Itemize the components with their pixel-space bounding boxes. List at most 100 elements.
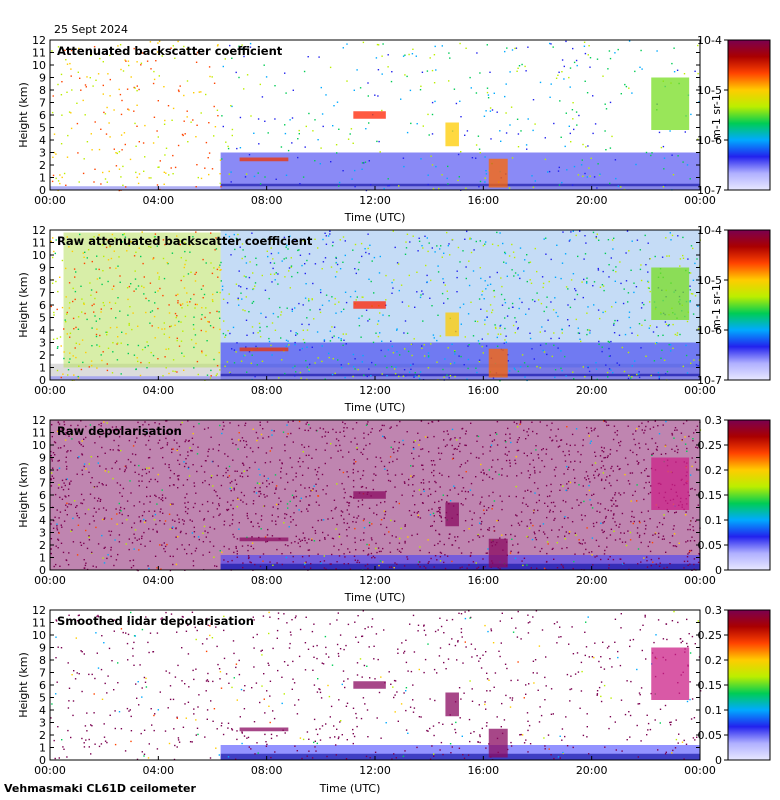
x-tick-label: 04:00 — [142, 574, 174, 587]
x-tick-label: 00:00 — [34, 764, 66, 777]
colorbar-tick-label: 0.15 — [698, 679, 723, 692]
y-tick-label: 5 — [39, 122, 46, 135]
x-axis-label: Time (UTC) — [344, 591, 406, 604]
y-tick-label: 4 — [39, 134, 46, 147]
colorbar-tick-label: 10-5 — [697, 84, 722, 97]
y-tick-label: 6 — [39, 679, 46, 692]
y-tick-label: 12 — [32, 34, 46, 47]
colorbar-scale — [727, 419, 771, 571]
y-tick-label: 2 — [39, 729, 46, 742]
y-tick-label: 5 — [39, 692, 46, 705]
y-tick-label: 1 — [39, 552, 46, 565]
y-axis-label: Height (km) — [17, 652, 30, 718]
y-tick-label: 8 — [39, 654, 46, 667]
y-tick-label: 11 — [32, 617, 46, 630]
y-tick-label: 4 — [39, 704, 46, 717]
date-label: 25 Sept 2024 — [54, 23, 128, 36]
colorbar-tick-label: 10-5 — [697, 274, 722, 287]
y-tick-label: 2 — [39, 539, 46, 552]
colorbar-tick-label: 0.25 — [698, 629, 723, 642]
colorbar-tick-label: 10-7 — [697, 184, 722, 197]
y-tick-label: 0 — [39, 564, 46, 577]
x-tick-label: 04:00 — [142, 194, 174, 207]
y-tick-label: 10 — [32, 629, 46, 642]
y-tick-label: 1 — [39, 362, 46, 375]
y-tick-label: 0 — [39, 374, 46, 387]
y-tick-label: 0 — [39, 184, 46, 197]
y-tick-label: 10 — [32, 59, 46, 72]
y-tick-label: 3 — [39, 337, 46, 350]
colorbar-tick-label: 0.05 — [698, 539, 723, 552]
colorbar-scale — [727, 229, 771, 381]
colorbar-tick-label: 0.2 — [705, 464, 723, 477]
panel-2: Raw attenuated backscatter coefficient01… — [17, 224, 771, 414]
panel-title: Raw attenuated backscatter coefficient — [57, 234, 313, 248]
x-tick-label: 16:00 — [467, 574, 499, 587]
y-tick-label: 2 — [39, 159, 46, 172]
y-tick-label: 10 — [32, 439, 46, 452]
x-tick-label: 20:00 — [576, 574, 608, 587]
y-tick-label: 2 — [39, 349, 46, 362]
colorbar-unit-label: m-1 sr-1 — [710, 94, 723, 140]
colorbar-tick-label: 0.3 — [705, 414, 723, 427]
y-tick-label: 12 — [32, 224, 46, 237]
y-tick-label: 1 — [39, 172, 46, 185]
y-tick-label: 7 — [39, 97, 46, 110]
colorbar: 10-7 10-6 10-5 10-4 m-1 sr-1 — [697, 224, 771, 387]
y-tick-label: 0 — [39, 754, 46, 767]
y-tick-label: 8 — [39, 464, 46, 477]
x-tick-label: 00:00 — [684, 764, 716, 777]
x-tick-label: 00:00 — [684, 574, 716, 587]
x-tick-label: 00:00 — [684, 384, 716, 397]
colorbar-tick-label: 0 — [715, 564, 722, 577]
colorbar-tick-label: 0 — [715, 754, 722, 767]
x-tick-label: 16:00 — [467, 194, 499, 207]
colorbar-scale — [727, 39, 771, 191]
x-tick-label: 12:00 — [359, 574, 391, 587]
y-tick-label: 12 — [32, 414, 46, 427]
colorbar: 0 0.05 0.1 0.15 0.2 0.25 0.3 — [698, 414, 771, 577]
y-tick-label: 11 — [32, 427, 46, 440]
instrument-label: Vehmasmaki CL61D ceilometer — [4, 782, 197, 795]
y-tick-label: 1 — [39, 742, 46, 755]
y-tick-label: 7 — [39, 667, 46, 680]
y-tick-label: 6 — [39, 299, 46, 312]
y-axis-label: Height (km) — [17, 272, 30, 338]
x-tick-label: 00:00 — [34, 384, 66, 397]
y-tick-label: 9 — [39, 452, 46, 465]
colorbar-tick-label: 0.25 — [698, 439, 723, 452]
heatmap-texture — [50, 230, 701, 382]
x-tick-label: 20:00 — [576, 194, 608, 207]
colorbar-tick-label: 0.3 — [705, 604, 723, 617]
panel-title: Smoothed lidar depolarisation — [57, 614, 254, 628]
colorbar-scale — [727, 609, 771, 761]
colorbar: 10-7 10-6 10-5 10-4 m-1 sr-1 — [697, 34, 771, 197]
y-tick-label: 3 — [39, 527, 46, 540]
x-tick-label: 20:00 — [576, 764, 608, 777]
colorbar-tick-label: 0.1 — [705, 514, 723, 527]
heatmap-texture — [50, 610, 702, 761]
x-tick-label: 04:00 — [142, 764, 174, 777]
heatmap-texture — [50, 420, 702, 572]
y-tick-label: 3 — [39, 717, 46, 730]
colorbar-tick-label: 10-4 — [697, 224, 722, 237]
y-tick-label: 8 — [39, 84, 46, 97]
x-tick-label: 16:00 — [467, 384, 499, 397]
colorbar-tick-label: 10-7 — [697, 374, 722, 387]
x-tick-label: 08:00 — [251, 194, 283, 207]
y-tick-label: 3 — [39, 147, 46, 160]
colorbar-unit-label: m-1 sr-1 — [710, 284, 723, 330]
x-tick-label: 00:00 — [34, 194, 66, 207]
x-axis-label: Time (UTC) — [344, 211, 406, 224]
colorbar-tick-label: 0.2 — [705, 654, 723, 667]
x-tick-label: 08:00 — [251, 764, 283, 777]
x-tick-label: 20:00 — [576, 384, 608, 397]
y-tick-label: 11 — [32, 47, 46, 60]
y-tick-label: 9 — [39, 262, 46, 275]
colorbar-tick-label: 10-6 — [697, 134, 722, 147]
y-tick-label: 8 — [39, 274, 46, 287]
y-tick-label: 6 — [39, 109, 46, 122]
colorbar-tick-label: 0.05 — [698, 729, 723, 742]
